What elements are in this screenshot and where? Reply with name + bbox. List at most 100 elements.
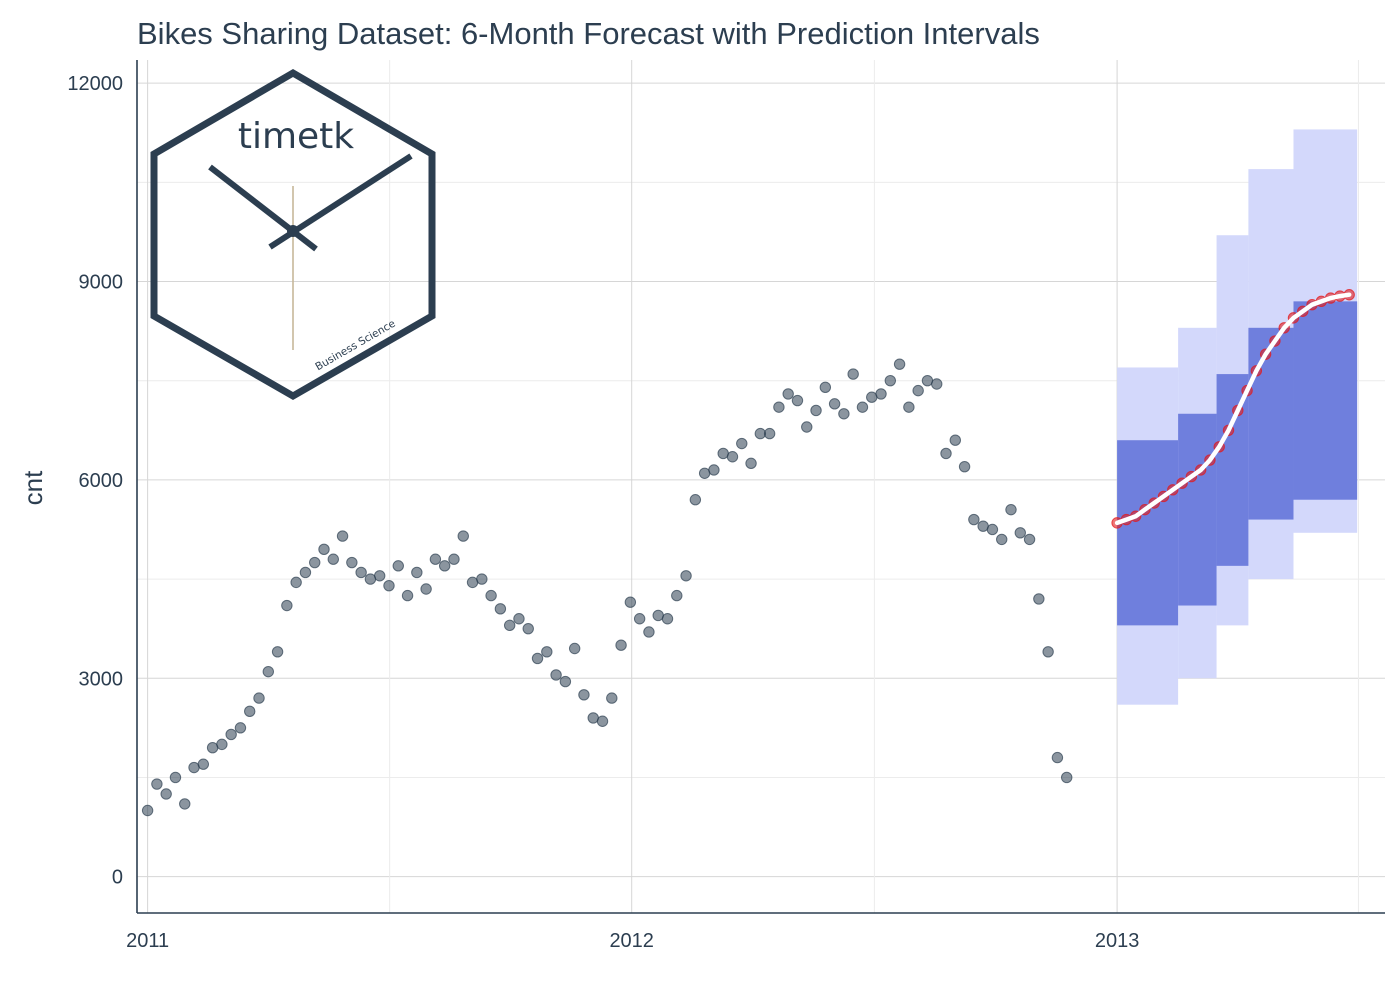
actual-point — [801, 421, 813, 433]
actual-point — [429, 553, 442, 565]
pi-80-band — [1117, 440, 1179, 626]
actual-point — [513, 613, 525, 625]
actual-point — [327, 553, 339, 565]
actual-point — [262, 665, 274, 678]
actual-point — [411, 566, 423, 579]
actual-point — [401, 589, 414, 602]
actual-point — [763, 427, 776, 440]
actual-point — [847, 368, 859, 380]
clock-hand-left-icon — [208, 164, 318, 252]
actual-point — [1042, 646, 1054, 658]
actual-point — [661, 613, 674, 625]
actual-point — [271, 646, 284, 658]
actual-point — [476, 573, 488, 585]
actual-point — [1014, 527, 1026, 539]
actual-point — [968, 513, 980, 526]
actual-point — [559, 675, 572, 688]
actual-point — [281, 599, 293, 612]
actual-point — [318, 543, 330, 556]
y-axis-label: cnt — [18, 470, 48, 505]
actual-point — [503, 619, 516, 632]
chart-title: Bikes Sharing Dataset: 6-Month Forecast … — [137, 16, 1040, 51]
actual-point — [151, 778, 163, 790]
logo-wordmark: timetk — [238, 116, 354, 157]
actual-point — [225, 728, 237, 741]
actual-point — [643, 626, 655, 638]
actual-point — [838, 408, 850, 420]
actual-point — [531, 652, 544, 665]
actual-point — [355, 566, 367, 579]
actual-point — [986, 523, 999, 536]
actual-point — [438, 560, 451, 572]
pi-80-band — [1293, 301, 1358, 500]
timetk-logo: timetk Business Science — [150, 68, 436, 401]
actual-point — [689, 494, 702, 506]
actual-point — [448, 553, 460, 565]
actual-point — [541, 646, 553, 658]
actual-point — [290, 576, 302, 589]
actual-point — [931, 378, 943, 390]
actual-point — [912, 384, 924, 397]
actual-point — [958, 460, 971, 473]
actual-point — [745, 457, 757, 470]
actual-point — [996, 533, 1008, 546]
actual-point — [949, 434, 961, 446]
actual-point — [169, 771, 182, 784]
actual-point — [680, 570, 692, 582]
actual-point — [550, 669, 562, 681]
actual-point — [383, 579, 395, 592]
x-tick-labels: 2011 2012 2013 — [126, 930, 1139, 952]
actual-point — [346, 556, 358, 569]
actual-point — [568, 642, 581, 655]
actual-point — [828, 398, 841, 410]
actual-point — [522, 622, 534, 635]
actual-point — [160, 788, 172, 800]
actual-point — [392, 560, 404, 572]
pi-80-band — [1216, 374, 1249, 566]
actual-point — [197, 758, 210, 770]
actual-point — [782, 388, 794, 400]
actual-point — [309, 556, 321, 569]
actual-point — [578, 689, 590, 701]
actual-point — [1061, 771, 1073, 784]
pi-80-band — [1248, 327, 1294, 520]
actual-point — [671, 589, 683, 602]
hexagon-clock-icon — [150, 68, 436, 401]
actual-point — [494, 603, 507, 615]
actual-point — [216, 738, 228, 751]
y-tick-label: 6000 — [79, 470, 124, 492]
actual-point — [819, 381, 832, 394]
y-tick-label: 9000 — [79, 272, 124, 294]
actual-point — [1023, 533, 1036, 546]
actual-point — [884, 375, 897, 387]
actual-point — [457, 530, 469, 542]
actual-point — [791, 394, 804, 407]
y-tick-label: 0 — [112, 867, 123, 889]
actual-point — [708, 464, 720, 476]
actual-point — [736, 437, 748, 450]
actual-point — [903, 401, 915, 413]
actual-point — [624, 596, 637, 608]
actual-point — [179, 798, 191, 810]
actual-point — [633, 613, 646, 625]
actual-point — [726, 451, 739, 463]
actual-point — [810, 404, 822, 417]
actual-point — [615, 639, 627, 651]
y-tick-label: 3000 — [79, 668, 124, 690]
forecast-line — [1114, 292, 1352, 526]
actual-point — [253, 692, 265, 704]
actual-point — [420, 583, 432, 595]
y-tick-labels: 0 3000 6000 9000 12000 — [67, 73, 123, 888]
actual-point — [856, 401, 869, 413]
actual-point — [773, 401, 785, 413]
actual-point — [1033, 593, 1045, 605]
actual-points — [141, 358, 1073, 817]
actual-point — [606, 692, 618, 704]
actual-point — [299, 566, 312, 579]
actual-point — [234, 722, 247, 734]
actual-point — [244, 705, 256, 718]
actual-point — [940, 447, 952, 460]
actual-point — [1051, 751, 1064, 764]
actual-point — [485, 589, 497, 602]
